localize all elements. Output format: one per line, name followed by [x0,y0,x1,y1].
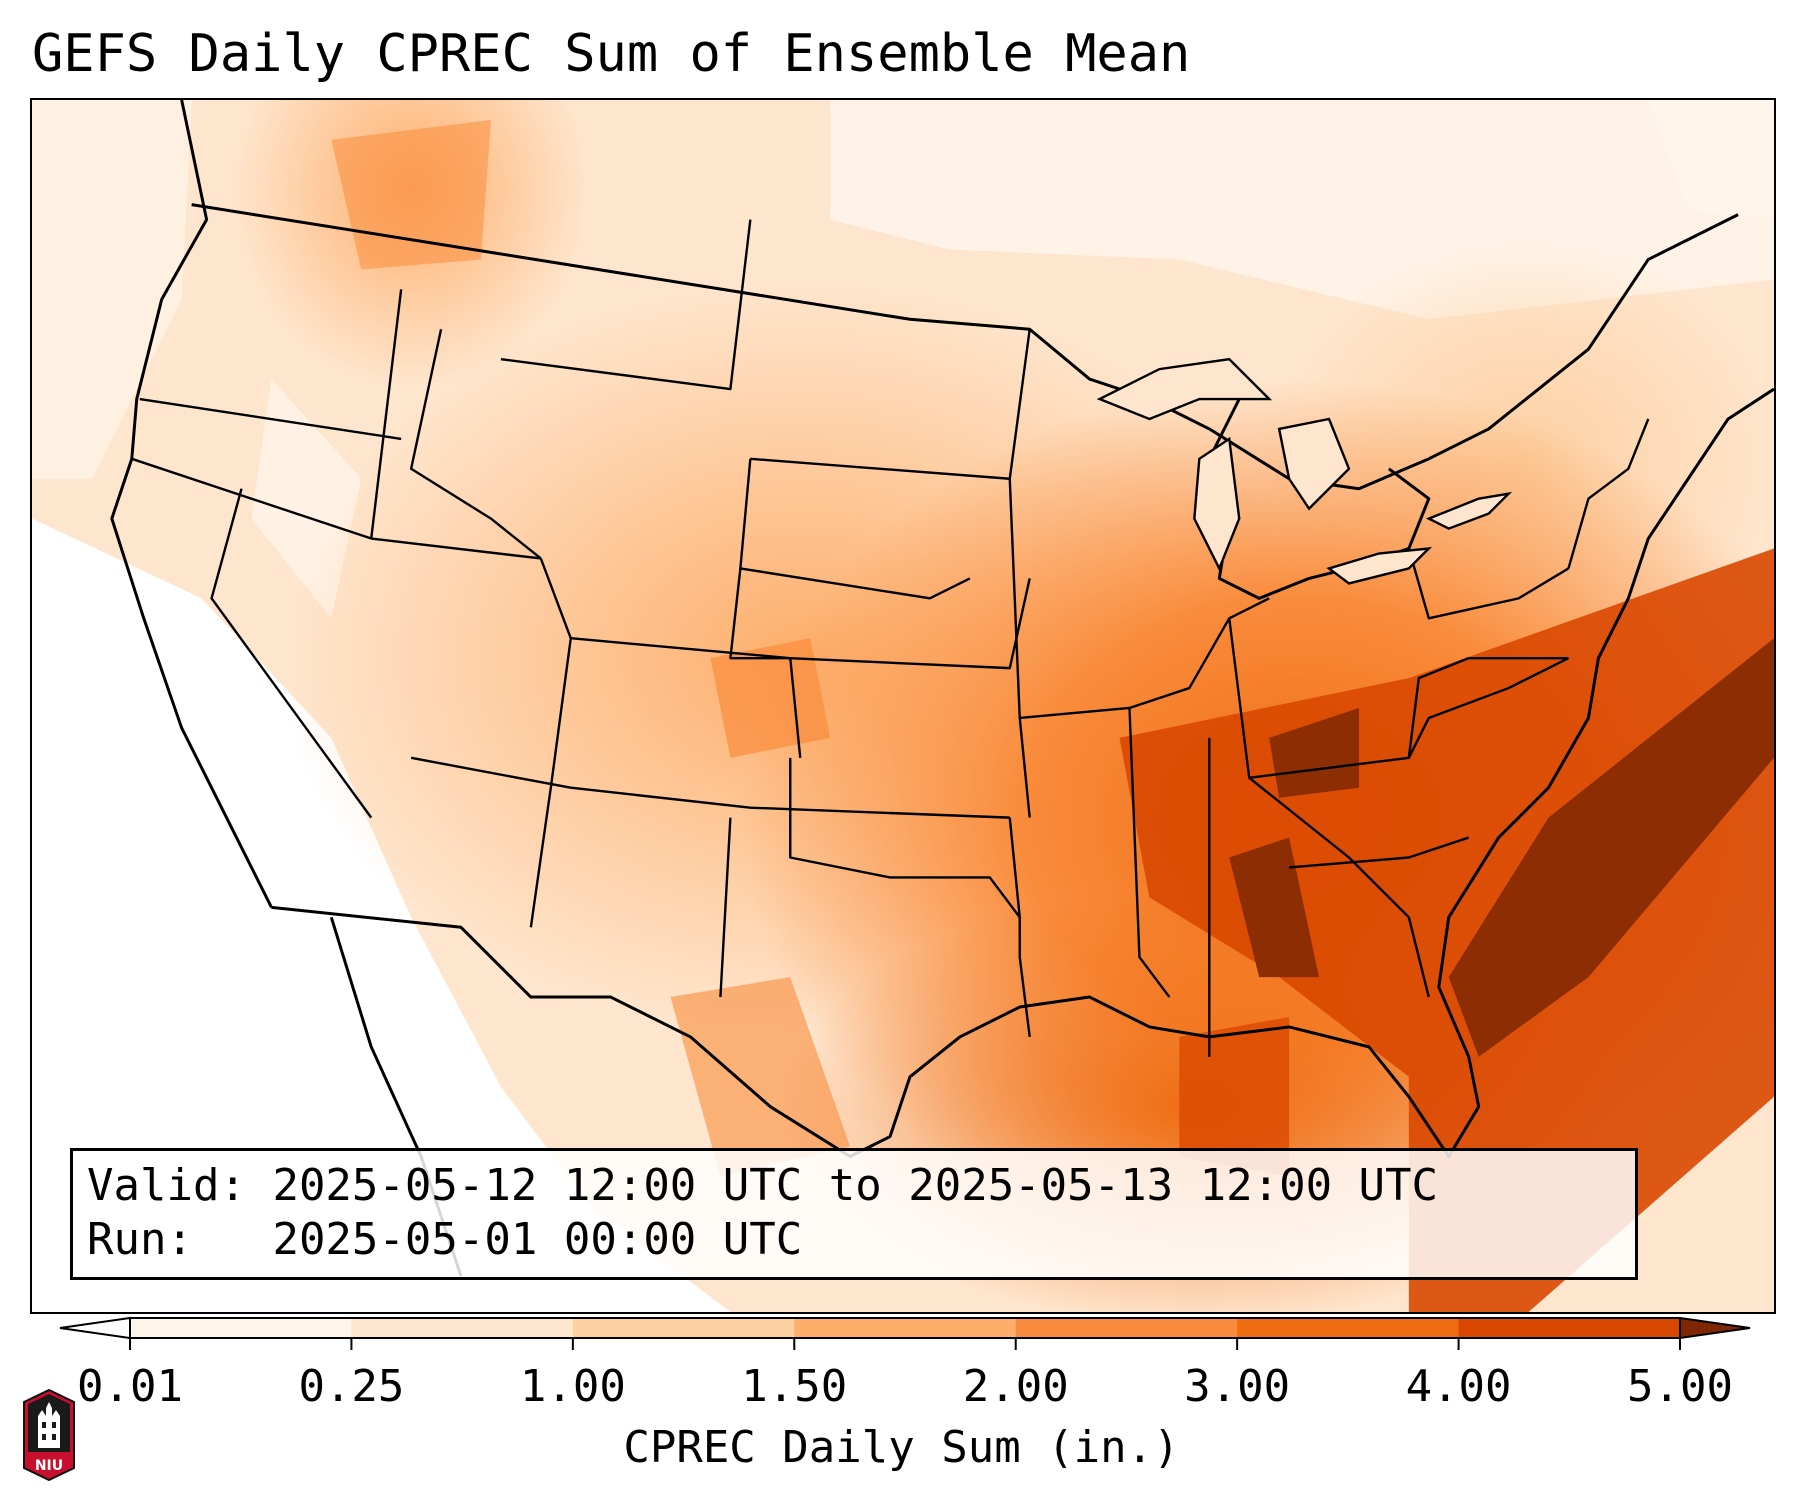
colorbar-frame [129,1317,1681,1339]
colorbar-tick-label: 0.01 [77,1361,183,1412]
colorbar-segment [1015,1318,1238,1338]
info-box: Valid: 2025-05-12 12:00 UTC to 2025-05-1… [70,1148,1638,1280]
colorbar-tick-label: 5.00 [1627,1361,1733,1412]
colorbar-tick-label: 2.00 [962,1361,1069,1412]
map-panel: Valid: 2025-05-12 12:00 UTC to 2025-05-1… [30,98,1776,1314]
colorbar-segment [351,1318,574,1338]
valid-value: 2025-05-12 12:00 UTC to 2025-05-13 12:00… [272,1160,1439,1211]
colorbar-segment [1237,1318,1460,1338]
colorbar-tick-label: 3.00 [1184,1361,1291,1412]
colorbar-under-triangle [59,1316,131,1340]
colorbar-segments [59,1316,1751,1340]
colorbar-tick-label: 1.50 [741,1361,848,1412]
colorbar-tick-label: 1.00 [519,1361,626,1412]
colorbar-ticks [129,1338,1681,1350]
niu-logo-text: NIU [35,1458,63,1474]
colorbar-over-triangle [1679,1316,1751,1340]
colorbar-segment [572,1318,795,1338]
colorbar-segment [794,1318,1017,1338]
page-title: GEFS Daily CPREC Sum of Ensemble Mean [32,24,1191,84]
colorbar-tick-label: 4.00 [1405,1361,1512,1412]
valid-label: Valid: [87,1160,246,1211]
niu-logo: NIU [23,1388,75,1482]
run-label: Run: [87,1214,193,1265]
colorbar-segment [130,1318,352,1338]
colorbar-label: CPREC Daily Sum (in.) [623,1422,1180,1473]
precipitation-map [32,100,1774,1312]
run-value: 2025-05-01 00:00 UTC [272,1214,803,1265]
colorbar-segment [1458,1318,1681,1338]
colorbar-tick-label: 0.25 [298,1361,405,1412]
colorbar [59,1316,1751,1350]
